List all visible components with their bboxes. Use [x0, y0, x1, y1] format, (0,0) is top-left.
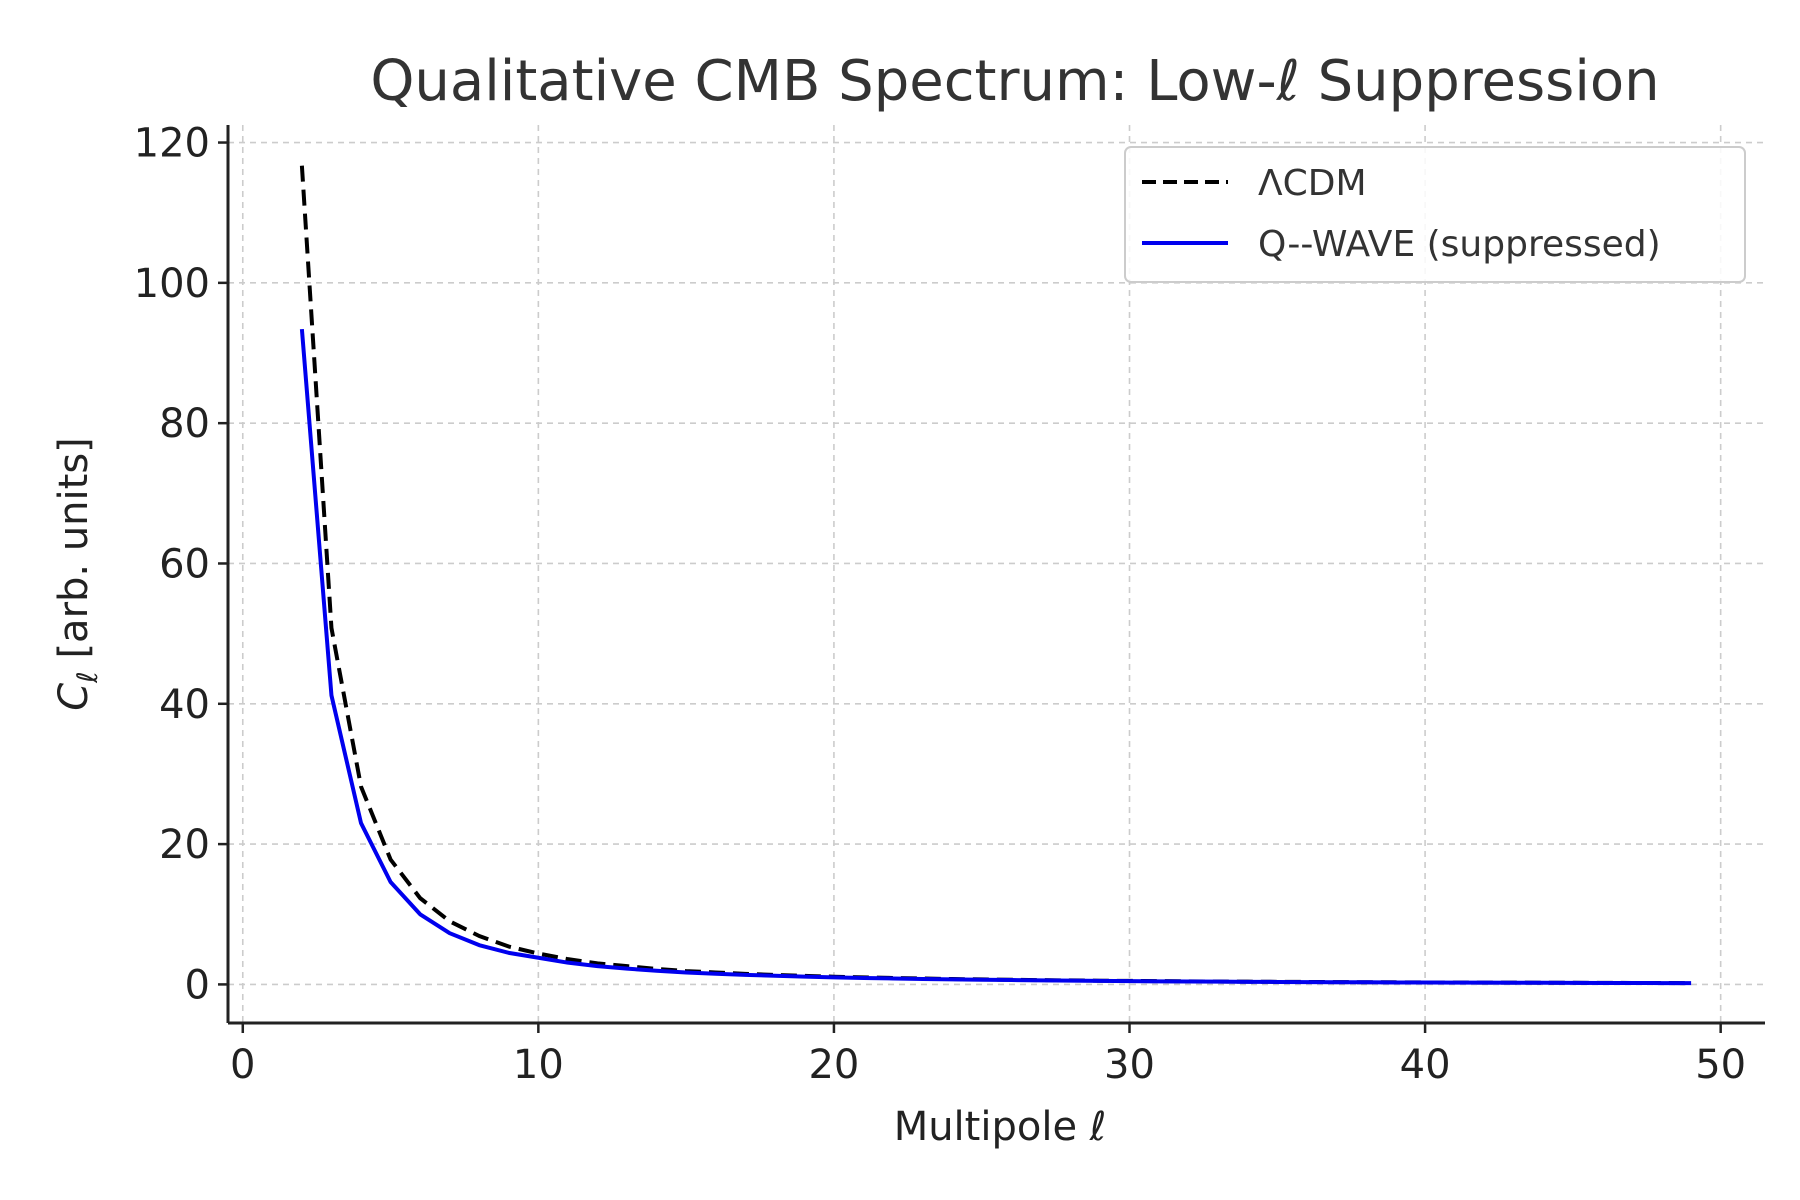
y-tick-label: 0	[185, 962, 210, 1008]
axis-ticks: 0 10 20 30 40 50 0 20 40 60 80 100 120	[134, 121, 1746, 1088]
legend: ΛCDM Q--WAVE (suppressed)	[1124, 146, 1746, 283]
series-lines	[299, 165, 1692, 986]
lcdm-series-line	[299, 165, 1692, 986]
legend-label-lcdm: ΛCDM	[1258, 163, 1367, 204]
legend-frame	[1124, 146, 1746, 283]
grid-lines	[228, 125, 1765, 1023]
y-tick-label: 120	[134, 121, 210, 167]
y-tick-label: 20	[159, 822, 210, 868]
x-axis-label: Multipole ℓ	[894, 1104, 1107, 1150]
y-tick-label: 40	[159, 682, 210, 728]
y-tick-label: 100	[134, 261, 210, 307]
y-tick-label: 60	[159, 541, 210, 587]
chart-title: Qualitative CMB Spectrum: Low-ℓ Suppress…	[370, 49, 1659, 114]
y-axis-label-subscript: ℓ	[71, 671, 104, 684]
x-tick-label: 10	[513, 1042, 564, 1088]
qwave-series-line	[299, 328, 1692, 986]
legend-label-qwave: Q--WAVE (suppressed)	[1258, 224, 1661, 265]
x-tick-label: 50	[1695, 1042, 1746, 1088]
y-tick-label: 80	[159, 401, 210, 447]
x-tick-label: 40	[1400, 1042, 1451, 1088]
x-tick-label: 30	[1104, 1042, 1155, 1088]
y-axis-label-units: [arb. units]	[51, 437, 97, 671]
y-axis-label-symbol: C	[51, 683, 97, 711]
x-tick-label: 20	[808, 1042, 859, 1088]
x-tick-label: 0	[230, 1042, 255, 1088]
y-axis-label: Cℓ [arb. units]	[51, 437, 104, 711]
